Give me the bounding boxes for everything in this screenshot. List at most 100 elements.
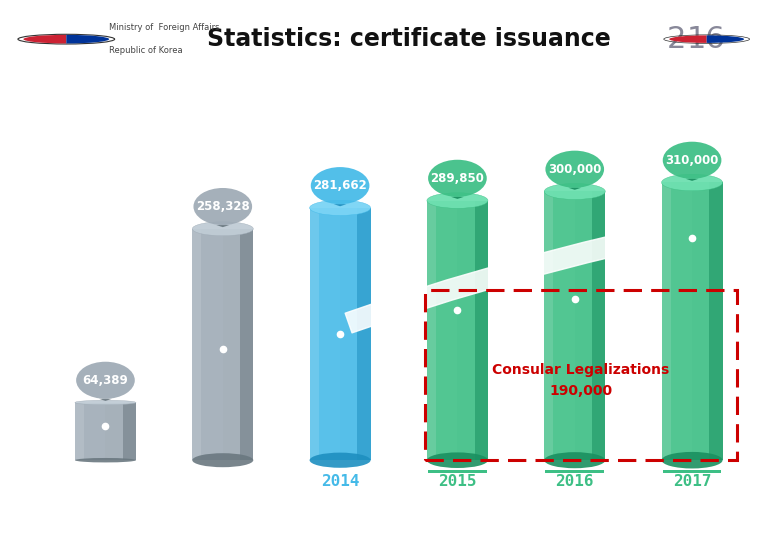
Bar	[717, 183, 718, 460]
Bar	[320, 208, 322, 460]
Bar	[556, 192, 558, 460]
Bar	[310, 208, 312, 460]
Bar	[466, 200, 467, 460]
Text: 16: 16	[686, 25, 725, 53]
Bar	[119, 402, 122, 460]
Bar	[675, 183, 678, 460]
Bar	[694, 183, 696, 460]
Bar	[579, 192, 581, 460]
Bar	[231, 229, 233, 460]
Bar	[721, 183, 722, 460]
Bar	[81, 402, 83, 460]
Text: 2014: 2014	[321, 474, 360, 489]
Bar	[322, 208, 324, 460]
Bar	[207, 229, 208, 460]
Bar	[237, 229, 239, 460]
Bar	[472, 200, 473, 460]
Bar	[354, 208, 356, 460]
Bar	[427, 200, 429, 460]
Bar	[583, 192, 585, 460]
Bar	[75, 402, 84, 460]
Bar	[115, 402, 118, 460]
Bar	[680, 183, 682, 460]
Text: 2015: 2015	[438, 474, 477, 489]
Bar	[575, 192, 576, 460]
Bar	[581, 192, 583, 460]
Bar	[571, 192, 573, 460]
Bar	[700, 183, 702, 460]
Bar	[251, 229, 254, 460]
Ellipse shape	[310, 453, 370, 468]
Bar	[332, 208, 334, 460]
Ellipse shape	[193, 188, 252, 225]
FancyBboxPatch shape	[428, 470, 487, 473]
Wedge shape	[669, 36, 707, 43]
Bar	[566, 192, 569, 460]
Bar	[193, 229, 194, 460]
Bar	[85, 402, 87, 460]
Bar	[83, 402, 85, 460]
Bar	[544, 192, 605, 460]
Bar	[462, 200, 463, 460]
Bar	[704, 183, 707, 460]
Wedge shape	[707, 36, 744, 43]
Bar	[124, 402, 126, 460]
Bar	[569, 192, 571, 460]
Bar	[233, 229, 235, 460]
Bar	[480, 200, 482, 460]
Bar	[98, 402, 99, 460]
Bar	[714, 183, 717, 460]
Bar	[473, 200, 476, 460]
Bar	[229, 229, 231, 460]
Bar	[601, 192, 603, 460]
Bar	[692, 183, 694, 460]
Polygon shape	[99, 399, 112, 401]
Bar	[316, 208, 317, 460]
Ellipse shape	[428, 160, 487, 197]
Bar	[235, 229, 237, 460]
Bar	[193, 229, 254, 460]
Bar	[334, 208, 336, 460]
Bar	[470, 200, 472, 460]
Bar	[555, 192, 556, 460]
Bar	[684, 183, 686, 460]
Bar	[678, 183, 680, 460]
Bar	[603, 192, 605, 460]
Bar	[544, 192, 546, 460]
Bar	[363, 208, 364, 460]
Bar	[340, 208, 342, 460]
Bar	[664, 183, 665, 460]
Bar	[459, 200, 462, 460]
Bar	[218, 229, 221, 460]
Text: Number of  Issued Certificates in Korea: Number of Issued Certificates in Korea	[55, 93, 424, 111]
Bar	[443, 200, 445, 460]
Bar	[247, 229, 250, 460]
FancyArrowPatch shape	[346, 225, 645, 333]
Bar	[330, 208, 332, 460]
Bar	[225, 229, 227, 460]
Bar	[223, 229, 225, 460]
Bar	[453, 200, 456, 460]
Bar	[213, 229, 215, 460]
Bar	[661, 183, 664, 460]
Bar	[688, 183, 690, 460]
FancyBboxPatch shape	[663, 470, 722, 473]
Bar	[94, 402, 95, 460]
Bar	[712, 183, 714, 460]
Bar	[435, 200, 437, 460]
Bar	[456, 200, 457, 460]
Bar	[484, 200, 486, 460]
Bar	[193, 229, 201, 460]
Bar	[204, 229, 207, 460]
Bar	[122, 402, 136, 460]
Text: 300,000: 300,000	[548, 163, 601, 176]
Bar	[243, 229, 245, 460]
Bar	[708, 183, 711, 460]
Bar	[585, 192, 587, 460]
Bar	[482, 200, 484, 460]
Polygon shape	[686, 179, 699, 181]
Bar	[221, 229, 223, 460]
Bar	[342, 208, 344, 460]
Bar	[358, 208, 360, 460]
Bar	[108, 402, 109, 460]
